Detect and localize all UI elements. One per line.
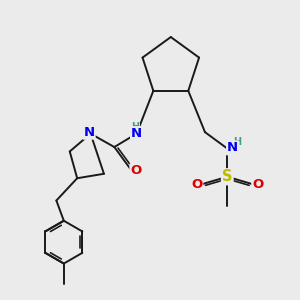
Text: N: N — [227, 141, 238, 154]
Text: N: N — [83, 126, 94, 139]
Text: S: S — [222, 169, 232, 184]
Text: H: H — [131, 122, 139, 132]
Text: N: N — [131, 127, 142, 140]
Text: O: O — [130, 164, 142, 177]
Text: H: H — [233, 137, 241, 147]
Text: O: O — [252, 178, 263, 191]
Text: O: O — [191, 178, 202, 191]
